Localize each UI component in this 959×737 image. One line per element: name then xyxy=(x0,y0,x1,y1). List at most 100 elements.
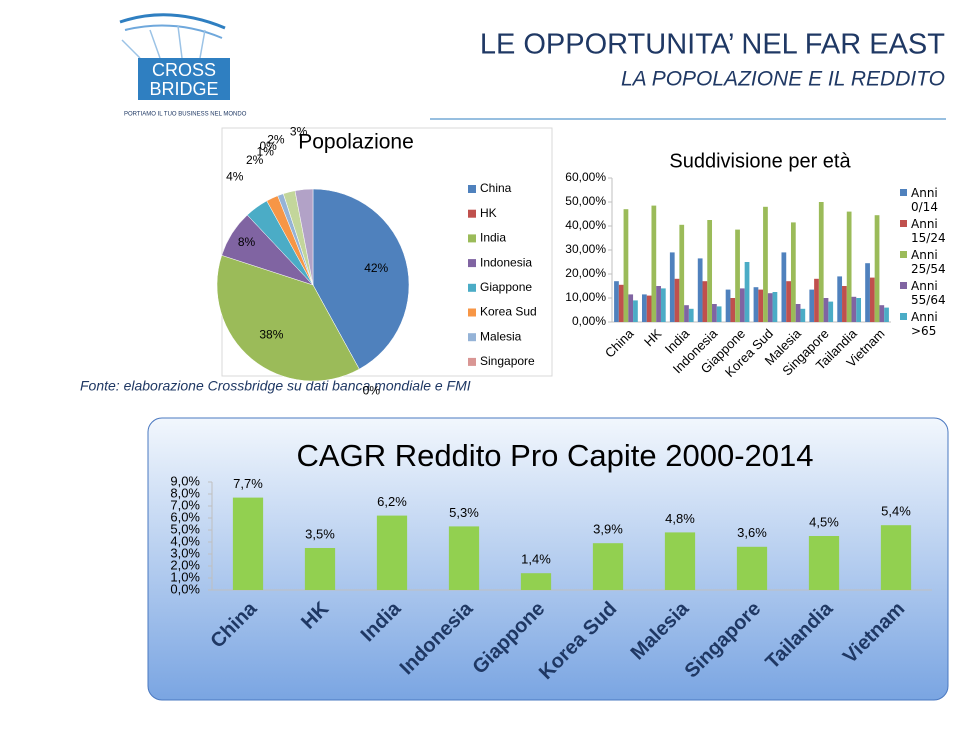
data-label: 2% xyxy=(267,133,285,147)
y-tick-label: 20,00% xyxy=(565,266,606,280)
legend-swatch xyxy=(468,185,476,193)
bar xyxy=(823,298,829,322)
bar xyxy=(641,294,647,322)
source-note: Fonte: elaborazione Crossbridge su dati … xyxy=(80,378,471,394)
bar xyxy=(688,308,694,322)
data-label: 42% xyxy=(364,261,388,275)
chart-title: Suddivisione per età xyxy=(669,150,851,172)
legend-label: Anni 15/24 xyxy=(911,217,946,245)
bar xyxy=(744,262,750,322)
logo-arc xyxy=(124,24,223,39)
data-label: 0% xyxy=(363,383,381,397)
bar xyxy=(679,224,685,322)
data-label: 5,3% xyxy=(449,505,479,520)
bar xyxy=(851,296,857,322)
bar xyxy=(623,209,629,322)
y-tick-label: 10,00% xyxy=(565,290,606,304)
y-tick-label: 1,0% xyxy=(170,569,200,584)
data-label: 3% xyxy=(290,125,308,139)
legend-label: HK xyxy=(480,206,497,220)
legend-item: Anni 55/64 xyxy=(900,279,951,307)
bar xyxy=(795,304,801,322)
bar xyxy=(712,304,717,322)
legend-swatch xyxy=(468,234,476,243)
pie-slice xyxy=(216,255,360,382)
bar xyxy=(592,543,624,590)
y-tick-label: 8,0% xyxy=(170,485,200,500)
bar xyxy=(448,526,480,590)
legend-item: Anni 15/24 xyxy=(900,217,951,245)
legend-swatch xyxy=(900,220,907,227)
bar xyxy=(520,573,552,590)
legend-label: India xyxy=(480,231,506,245)
legend-swatch xyxy=(468,283,476,292)
legend-item: Anni 25/54 xyxy=(900,248,951,276)
x-tick-label: China xyxy=(602,325,637,360)
bar xyxy=(656,286,661,322)
data-label: 1,4% xyxy=(521,552,551,567)
data-label: 4,5% xyxy=(809,514,839,529)
bar xyxy=(800,308,806,322)
bar xyxy=(865,263,870,322)
bar xyxy=(651,205,657,322)
bar xyxy=(772,292,778,322)
chart-title: Popolazione xyxy=(298,131,414,154)
bar xyxy=(669,252,675,322)
bar xyxy=(736,546,768,590)
y-tick-label: 5,0% xyxy=(170,521,200,536)
legend-swatch xyxy=(468,259,476,268)
y-tick-label: 30,00% xyxy=(565,242,606,256)
legend-label: China xyxy=(480,181,512,195)
legend-label: Anni >65 xyxy=(911,310,938,338)
bar xyxy=(786,281,791,322)
data-label: 38% xyxy=(259,327,283,341)
bar xyxy=(697,258,703,322)
data-label: 3,6% xyxy=(737,525,767,540)
pie-frame xyxy=(221,127,553,377)
y-tick-label: 60,00% xyxy=(565,170,606,184)
legend-swatch xyxy=(468,209,476,218)
logo-text: BRIDGE xyxy=(149,79,218,99)
legend-label: Singapore xyxy=(480,354,535,368)
legend-label: Malesia xyxy=(480,329,522,343)
bar xyxy=(856,298,862,322)
logo-arc xyxy=(119,13,226,30)
bar xyxy=(628,294,634,322)
bar xyxy=(684,305,689,322)
bar xyxy=(869,277,875,322)
bar xyxy=(814,278,819,322)
legend-label: Giappone xyxy=(480,280,532,294)
bar xyxy=(664,532,696,590)
data-label: 3,9% xyxy=(593,522,623,537)
bar xyxy=(874,215,880,322)
legend-swatch xyxy=(900,251,907,258)
legend-swatch xyxy=(900,189,907,196)
logo-box xyxy=(138,58,230,100)
logo: CROSS BRIDGE PORTIAMO IL TUO BUSINESS NE… xyxy=(119,13,247,118)
y-tick-label: 0,00% xyxy=(572,314,606,328)
data-label: 2% xyxy=(246,153,264,167)
bar xyxy=(884,307,889,322)
bar xyxy=(767,293,773,322)
bar xyxy=(674,278,680,322)
legend-item: Anni 0/14 xyxy=(900,186,951,214)
y-tick-label: 6,0% xyxy=(170,509,200,524)
y-tick-label: 40,00% xyxy=(565,218,606,232)
slide-title: LE OPPORTUNITA’ NEL FAR EAST xyxy=(480,29,945,61)
pie-slice xyxy=(312,188,410,370)
data-label: 6,2% xyxy=(377,494,407,509)
bar xyxy=(753,287,759,322)
bar xyxy=(809,289,815,322)
bar xyxy=(781,252,787,322)
bar xyxy=(818,202,824,322)
bar xyxy=(808,536,840,590)
y-tick-label: 7,0% xyxy=(170,497,200,512)
bar xyxy=(707,220,713,322)
bar xyxy=(758,289,764,322)
legend-label: Indonesia xyxy=(480,255,532,269)
bar xyxy=(837,276,843,322)
data-label: 0% xyxy=(259,139,277,153)
data-label: 4% xyxy=(226,169,244,183)
